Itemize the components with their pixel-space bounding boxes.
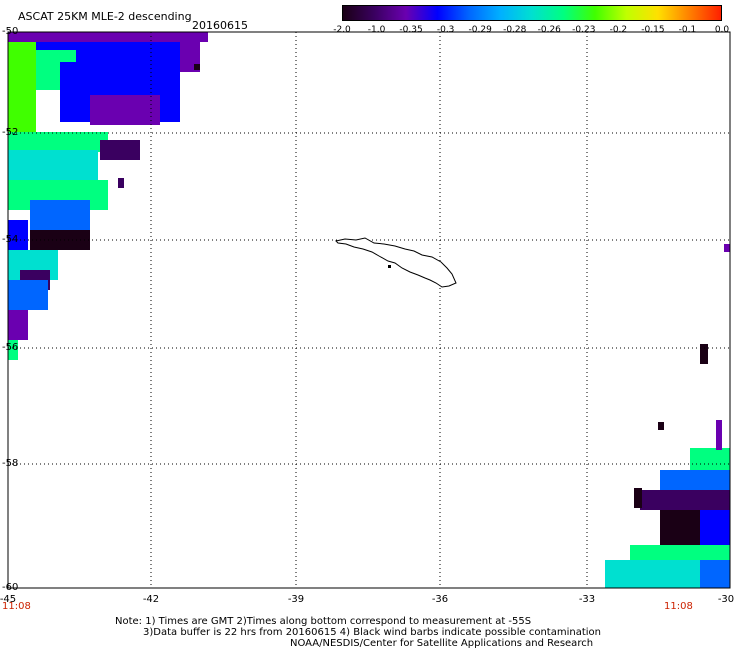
colorbar-label: -0.1 bbox=[678, 25, 697, 35]
swath-pixel bbox=[8, 42, 36, 132]
swath-pixel bbox=[700, 560, 730, 588]
longitude-label: -42 bbox=[142, 594, 160, 605]
swath-pixel bbox=[194, 64, 200, 70]
map-title: ASCAT 25KM MLE-2 descending bbox=[18, 10, 192, 23]
latitude-label: -60 bbox=[2, 582, 19, 593]
colorbar-label: -0.15 bbox=[641, 25, 665, 35]
latitude-label: -58 bbox=[2, 458, 19, 469]
swath-pixel bbox=[8, 310, 28, 340]
swath-pixel bbox=[634, 488, 642, 508]
latitude-label: -52 bbox=[2, 127, 19, 138]
colorbar bbox=[342, 5, 722, 21]
colorbar-label: -0.35 bbox=[399, 25, 423, 35]
swath-pixel bbox=[118, 178, 124, 188]
swath-pixel bbox=[100, 140, 140, 160]
note-line-1: Note: 1) Times are GMT 2)Times along bot… bbox=[115, 616, 532, 627]
colorbar-label: -0.28 bbox=[503, 25, 527, 35]
swath-data bbox=[8, 32, 730, 588]
swath-pixel bbox=[724, 244, 730, 252]
longitude-label: -36 bbox=[431, 594, 449, 605]
south-georgia-coastline bbox=[335, 237, 457, 288]
swath-pixel bbox=[700, 344, 708, 364]
latitude-label: -54 bbox=[2, 234, 19, 245]
frame bbox=[7, 31, 731, 589]
colorbar-label: -0.2 bbox=[609, 25, 628, 35]
swath-pixel bbox=[8, 340, 18, 360]
longitude-label: -45 bbox=[0, 594, 17, 605]
swath-pixel bbox=[658, 422, 664, 430]
swath-pixel bbox=[716, 420, 722, 450]
swath-pixel bbox=[8, 220, 28, 250]
colorbar-label: -2.0 bbox=[333, 25, 351, 35]
graticule bbox=[8, 32, 730, 588]
longitude-label: -33 bbox=[578, 594, 596, 605]
swath-pixel bbox=[640, 490, 730, 510]
swath-pixel bbox=[90, 95, 160, 125]
swath-pixel bbox=[30, 200, 90, 230]
colorbar-label: -1.0 bbox=[367, 25, 386, 35]
start-time: 11:08 bbox=[2, 601, 31, 612]
swath-pixel bbox=[8, 32, 208, 42]
colorbar-label: -0.26 bbox=[537, 25, 561, 35]
map-date: 20160615 bbox=[192, 19, 248, 32]
swath-pixel bbox=[8, 280, 48, 310]
latitude-label: -50 bbox=[2, 26, 19, 37]
swath-pixel bbox=[8, 150, 98, 180]
colorbar-label: -0.23 bbox=[572, 25, 596, 35]
latitude-label: -56 bbox=[2, 342, 19, 353]
swath-pixel bbox=[8, 132, 108, 152]
colorbar-label: -0.29 bbox=[468, 25, 492, 35]
end-time: 11:08 bbox=[664, 601, 693, 612]
colorbar-label: 0.0 bbox=[714, 25, 730, 35]
longitude-label: -30 bbox=[717, 594, 735, 605]
note-line-3: NOAA/NESDIS/Center for Satellite Applica… bbox=[290, 638, 594, 649]
note-line-2: 3)Data buffer is 22 hrs from 20160615 4)… bbox=[143, 627, 601, 638]
island-dot bbox=[388, 265, 391, 268]
longitude-label: -39 bbox=[287, 594, 305, 605]
colorbar-label: -0.3 bbox=[436, 25, 455, 35]
map-canvas bbox=[7, 31, 731, 589]
